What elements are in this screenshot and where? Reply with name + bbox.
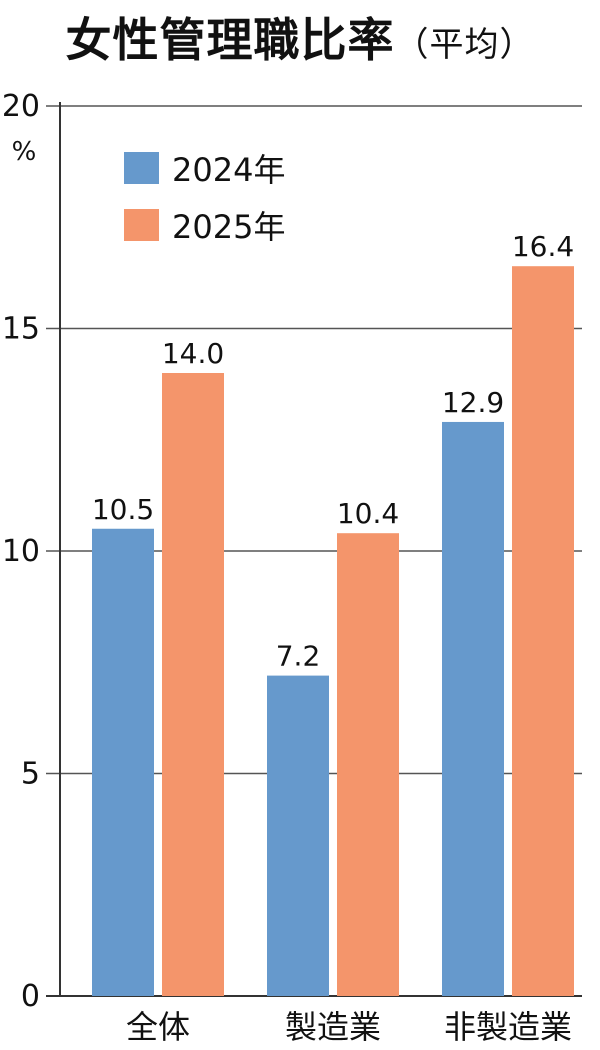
data-label: 10.4 — [337, 497, 399, 530]
y-tick-label: 20 — [2, 89, 40, 124]
legend-label: 2025年 — [172, 208, 285, 246]
x-category-label: 全体 — [126, 1008, 190, 1046]
data-label: 12.9 — [442, 386, 504, 419]
legend-swatch — [124, 209, 159, 241]
chart-title: 女性管理職比率（平均） — [0, 4, 600, 70]
data-label: 7.2 — [276, 640, 321, 673]
bar — [162, 373, 224, 996]
bar — [267, 675, 329, 996]
data-label: 14.0 — [162, 337, 224, 370]
bar — [92, 528, 154, 996]
data-label: 16.4 — [512, 230, 574, 263]
y-tick-label: 5 — [21, 757, 40, 792]
chart-subtitle: （平均） — [394, 25, 535, 65]
x-category-label: 非製造業 — [444, 1008, 572, 1046]
y-axis-unit: % — [12, 137, 37, 167]
legend-label: 2024年 — [172, 151, 285, 189]
y-tick-label: 0 — [21, 979, 40, 1014]
bar — [512, 266, 574, 996]
bar — [442, 421, 504, 996]
y-tick-label: 10 — [2, 534, 40, 569]
chart-title-main: 女性管理職比率 — [65, 13, 395, 67]
x-category-label: 製造業 — [285, 1008, 381, 1046]
legend-swatch — [124, 152, 159, 184]
data-label: 10.5 — [92, 493, 154, 526]
y-tick-label: 15 — [2, 312, 40, 347]
bar — [337, 533, 399, 996]
